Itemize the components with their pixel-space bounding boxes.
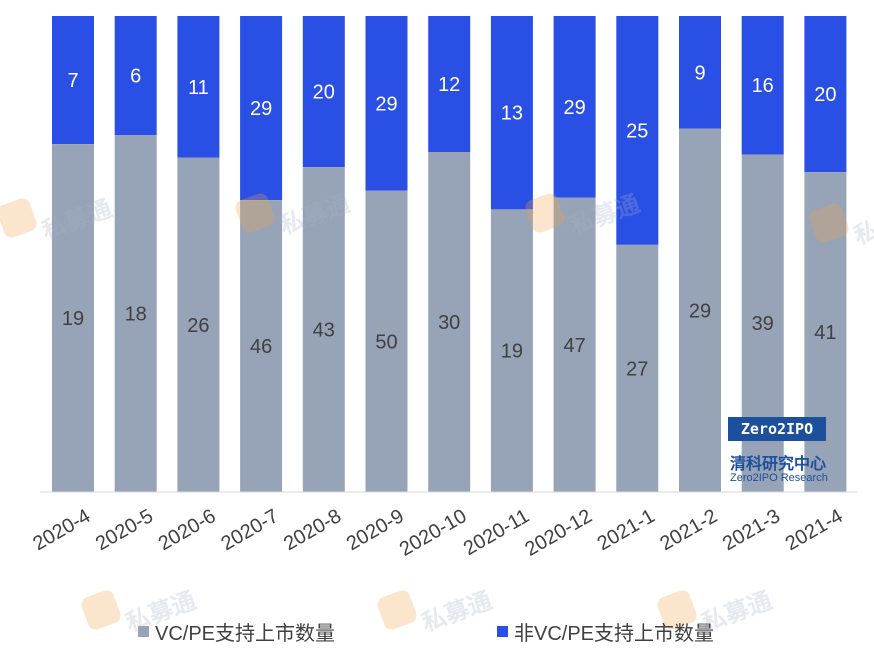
bar-non-vcpe-2020-7 [240, 16, 283, 201]
data-label-non-vcpe: 29 [250, 98, 272, 120]
bar-non-vcpe-2021-3 [741, 16, 784, 155]
bar-non-vcpe-2020-9 [365, 16, 408, 191]
zero2ipo-logo: Zero2IPO 清科研究中心 Zero2IPO Research [728, 417, 828, 489]
x-tick-label: 2020-7 [217, 505, 282, 555]
legend-label: 非VC/PE支持上市数量 [514, 623, 715, 645]
data-labels-group: 7 19 6 18 11 26 29 46 20 43 29 50 12 30 13 19 29 47 25 27 9 2… [62, 62, 837, 380]
bar-non-vcpe-2021-4 [804, 16, 847, 173]
bar-vcpe-2020-9 [365, 190, 408, 492]
bar-vcpe-2020-5 [114, 135, 157, 492]
x-tick-labels-group: 2020-42020-52020-62020-72020-82020-92020… [29, 505, 846, 561]
x-tick-label: 2021-1 [594, 505, 659, 555]
bar-vcpe-2020-8 [302, 167, 345, 492]
bar-vcpe-2020-7 [240, 200, 283, 492]
bar-vcpe-2021-2 [679, 128, 721, 492]
data-label-non-vcpe: 29 [563, 97, 585, 119]
bars-group [52, 16, 847, 493]
bar-non-vcpe-2020-5 [114, 16, 157, 135]
x-tick-label: 2020-9 [343, 505, 408, 555]
bar-non-vcpe-2021-2 [679, 16, 721, 129]
data-label-non-vcpe: 6 [130, 66, 141, 88]
x-tick-label: 2020-8 [280, 505, 345, 555]
stacked-bar-chart: 7 19 6 18 11 26 29 46 20 43 29 50 12 30 13 19 29 47 25 27 9 2… [29, 16, 858, 561]
data-label-vcpe: 18 [125, 304, 147, 326]
data-label-non-vcpe: 25 [626, 120, 648, 142]
legend-label: VC/PE支持上市数量 [155, 623, 336, 645]
bar-vcpe-2020-4 [52, 144, 94, 492]
bar-vcpe-2020-6 [177, 157, 220, 492]
x-tick-label: 2020-11 [460, 505, 533, 560]
x-tick-label: 2020-5 [92, 505, 157, 555]
bar-vcpe-2020-10 [428, 152, 471, 492]
bar-non-vcpe-2020-12 [553, 16, 596, 198]
data-label-non-vcpe: 16 [752, 75, 774, 97]
x-tick-label: 2020-12 [521, 505, 596, 561]
x-tick-label: 2020-6 [155, 505, 220, 555]
x-tick-label: 2020-10 [396, 505, 471, 561]
bar-vcpe-2021-1 [616, 244, 659, 492]
data-label-non-vcpe: 20 [814, 84, 836, 106]
data-label-vcpe: 29 [689, 300, 711, 322]
legend-swatch-icon [497, 626, 508, 637]
bar-non-vcpe-2020-6 [177, 16, 220, 158]
logo-brand-mark: Zero2IPO [728, 417, 826, 441]
data-label-non-vcpe: 7 [67, 70, 78, 92]
x-tick-label: 2021-3 [719, 505, 784, 555]
data-label-non-vcpe: 13 [501, 103, 523, 125]
logo-en-text: Zero2IPO Research [730, 472, 828, 484]
data-label-vcpe: 19 [62, 308, 84, 330]
data-label-non-vcpe: 12 [438, 74, 460, 96]
data-label-vcpe: 26 [187, 315, 209, 337]
bar-non-vcpe-2020-8 [302, 16, 345, 168]
legend-item-non-vcpe: 非VC/PE支持上市数量 [497, 617, 714, 646]
data-label-vcpe: 39 [752, 313, 774, 335]
legend-item-vcpe: VC/PE支持上市数量 [138, 617, 335, 646]
data-label-vcpe: 47 [563, 335, 585, 357]
bar-non-vcpe-2020-11 [490, 16, 533, 210]
data-label-vcpe: 46 [250, 336, 272, 358]
legend: VC/PE支持上市数量 非VC/PE支持上市数量 [0, 617, 874, 645]
data-label-vcpe: 43 [313, 320, 335, 342]
data-label-vcpe: 19 [501, 341, 523, 363]
bar-non-vcpe-2021-1 [616, 16, 659, 245]
x-tick-label: 2021-2 [656, 505, 721, 555]
data-label-non-vcpe: 29 [375, 93, 397, 115]
bar-vcpe-2020-12 [553, 197, 596, 492]
x-tick-label: 2021-4 [782, 505, 847, 555]
bar-non-vcpe-2020-10 [428, 16, 471, 152]
logo-cn-text: 清科研究中心 [730, 456, 827, 473]
data-label-non-vcpe: 11 [188, 77, 209, 99]
data-label-vcpe: 27 [626, 358, 648, 380]
data-label-vcpe: 41 [814, 322, 836, 344]
bar-non-vcpe-2020-4 [52, 16, 94, 145]
data-label-vcpe: 50 [375, 331, 397, 353]
bar-vcpe-2020-11 [490, 209, 533, 492]
data-label-non-vcpe: 20 [313, 82, 335, 104]
legend-swatch-icon [138, 626, 149, 637]
data-label-non-vcpe: 9 [694, 62, 705, 84]
x-tick-label: 2020-4 [29, 505, 94, 555]
data-label-vcpe: 30 [438, 312, 460, 334]
